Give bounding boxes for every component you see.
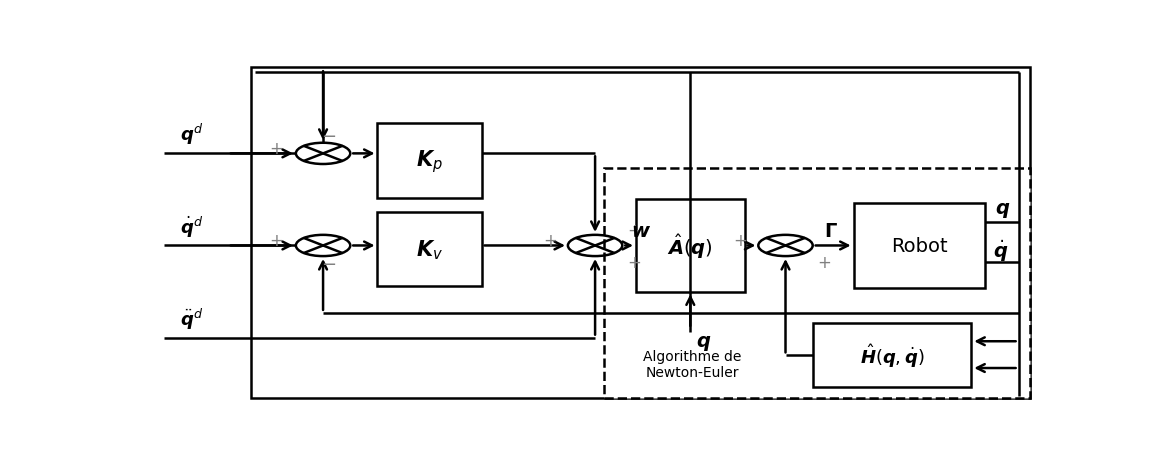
Text: +: + (734, 232, 748, 250)
Text: $\ddot{\boldsymbol{q}}^{d}$: $\ddot{\boldsymbol{q}}^{d}$ (180, 306, 204, 331)
Text: $\boldsymbol{w}$: $\boldsymbol{w}$ (632, 222, 652, 241)
Text: +: + (269, 140, 283, 158)
Text: $\boldsymbol{\Gamma}$: $\boldsymbol{\Gamma}$ (825, 222, 839, 241)
Text: $\hat{\boldsymbol{H}}(\boldsymbol{q},\dot{\boldsymbol{q}})$: $\hat{\boldsymbol{H}}(\boldsymbol{q},\do… (860, 341, 924, 369)
Bar (604, 168, 1031, 398)
Text: $\dot{\boldsymbol{q}}$: $\dot{\boldsymbol{q}}$ (993, 238, 1009, 263)
Text: +: + (818, 254, 832, 272)
Text: −: − (321, 255, 336, 273)
Text: $\boldsymbol{K}_{p}$: $\boldsymbol{K}_{p}$ (417, 148, 443, 174)
Text: $\boldsymbol{q}^{d}$: $\boldsymbol{q}^{d}$ (180, 122, 204, 147)
Text: Robot: Robot (890, 236, 948, 255)
Text: −: − (321, 128, 336, 146)
Text: +: + (269, 232, 283, 250)
Bar (813, 324, 971, 387)
Text: $\boldsymbol{K}_{v}$: $\boldsymbol{K}_{v}$ (417, 238, 443, 261)
Bar (250, 67, 1031, 398)
Text: $\dot{\boldsymbol{q}}^{d}$: $\dot{\boldsymbol{q}}^{d}$ (180, 214, 204, 239)
Text: $\boldsymbol{q}$: $\boldsymbol{q}$ (696, 333, 711, 352)
Text: +: + (627, 254, 641, 272)
Bar (854, 203, 985, 288)
Text: $\hat{\boldsymbol{A}}(\boldsymbol{q})$: $\hat{\boldsymbol{A}}(\boldsymbol{q})$ (667, 231, 714, 260)
Text: +: + (543, 232, 557, 250)
Text: +: + (627, 222, 641, 240)
Text: Algorithme de
Newton-Euler: Algorithme de Newton-Euler (644, 349, 742, 380)
Text: $\boldsymbol{q}$: $\boldsymbol{q}$ (996, 200, 1011, 219)
Bar (636, 200, 744, 292)
Bar (378, 213, 482, 286)
Bar (378, 124, 482, 198)
